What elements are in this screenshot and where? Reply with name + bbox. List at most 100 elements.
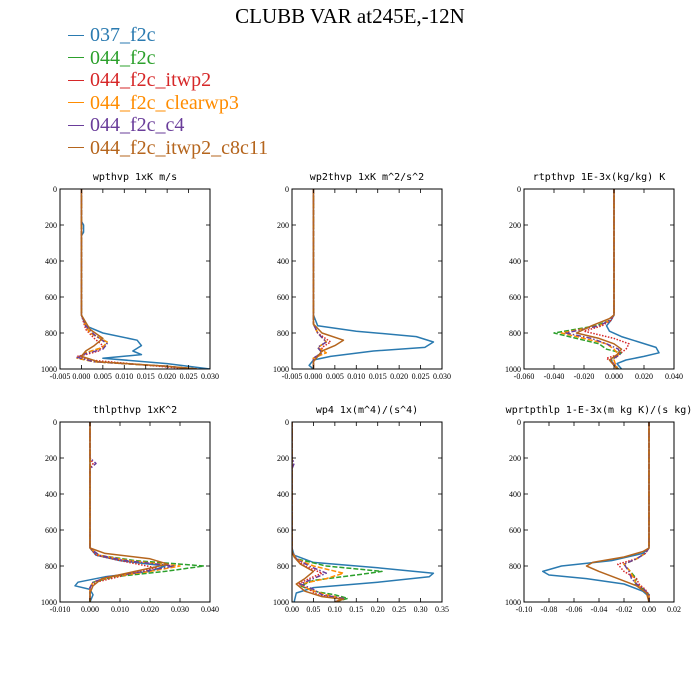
y-tick-label: 200 <box>277 221 289 230</box>
series-group <box>74 422 205 602</box>
legend-swatch <box>68 102 84 104</box>
series-line <box>292 422 345 602</box>
panel-title: thlpthvp 1xK^2 <box>93 405 177 416</box>
x-tick-label: 0.15 <box>349 605 363 614</box>
legend-label: 044_f2c_c4 <box>90 114 185 137</box>
y-tick-label: 200 <box>45 221 57 230</box>
legend-item: 044_f2c_c4 <box>68 114 268 137</box>
y-tick-label: 400 <box>509 257 521 266</box>
series-line <box>292 422 345 602</box>
y-tick-label: 0 <box>53 418 57 427</box>
series-line <box>565 189 621 369</box>
x-tick-label: 0.000 <box>81 605 99 614</box>
y-tick-label: 800 <box>45 329 57 338</box>
x-tick-label: 0.025 <box>180 372 198 381</box>
chart-panel: thlpthvp 1xK^2 -0.010 0.000 0.010 0.020 0.030… <box>41 405 219 614</box>
series-line <box>575 189 623 369</box>
series-line <box>542 422 650 602</box>
plot-frame <box>59 188 211 370</box>
x-tick-label: 0.005 <box>94 372 112 381</box>
series-group <box>542 422 650 602</box>
y-tick-label: 1000 <box>273 598 289 607</box>
series-line <box>312 189 328 369</box>
legend-label: 044_f2c_itwp2 <box>90 69 212 92</box>
series-line <box>89 422 205 602</box>
chart-panel: rtpthvp 1E-3x(kg/kg) K -0.060 -0.040 -0.020… <box>505 172 683 381</box>
chart-panel: wp4 1x(m^4)/(s^4) 0.00 0.05 0.10 0.15 0.20 0.2… <box>273 405 449 614</box>
y-tick-label: 400 <box>509 490 521 499</box>
x-tick-label: -0.010 <box>50 605 71 614</box>
legend-item: 044_f2c_itwp2 <box>68 69 268 92</box>
x-tick-label: 0.00 <box>285 605 299 614</box>
y-tick-label: 0 <box>517 418 521 427</box>
series-line <box>80 189 198 369</box>
series-line <box>623 422 650 602</box>
panel-title: wprtpthlp 1-E-3x(m kg K)/(s kg) <box>506 405 693 416</box>
series-line <box>76 189 198 369</box>
series-line <box>292 422 435 602</box>
chart-panel: wprtpthlp 1-E-3x(m kg K)/(s kg) -0.10 -0.0… <box>505 405 692 614</box>
series-group <box>76 189 210 369</box>
series-line <box>623 422 650 602</box>
y-tick-label: 600 <box>277 293 289 302</box>
y-tick-label: 1000 <box>505 598 521 607</box>
series-line <box>308 189 435 369</box>
x-tick-label: -0.08 <box>541 605 558 614</box>
plot-frame <box>291 421 443 603</box>
y-tick-label: 600 <box>509 293 521 302</box>
y-tick-label: 1000 <box>41 365 57 374</box>
series-line <box>585 422 650 602</box>
legend-item: 044_f2c <box>68 47 268 70</box>
x-tick-label: 0.015 <box>369 372 387 381</box>
y-tick-label: 1000 <box>505 365 521 374</box>
y-tick-label: 200 <box>509 221 521 230</box>
legend-swatch <box>68 34 84 36</box>
plot-frame <box>59 421 211 603</box>
legend-label: 037_f2c <box>90 24 156 47</box>
x-tick-label: -0.040 <box>544 372 565 381</box>
legend-label: 044_f2c_itwp2_c8c11 <box>90 136 269 159</box>
y-tick-label: 800 <box>509 329 521 338</box>
y-tick-label: 400 <box>45 257 57 266</box>
x-tick-label: 0.010 <box>347 372 365 381</box>
x-tick-label: -0.04 <box>591 605 608 614</box>
y-tick-label: 0 <box>285 418 289 427</box>
plot-frame <box>523 421 675 603</box>
x-tick-label: 0.02 <box>667 605 681 614</box>
series-group <box>553 189 660 369</box>
series-line <box>89 422 157 602</box>
y-tick-label: 200 <box>45 454 57 463</box>
panel-title: wp2thvp 1xK m^2/s^2 <box>310 172 424 183</box>
x-tick-label: -0.005 <box>50 372 71 381</box>
plot-frame <box>523 188 675 370</box>
x-tick-label: 0.000 <box>605 372 623 381</box>
x-tick-label: -0.005 <box>282 372 303 381</box>
x-tick-label: 0.020 <box>635 372 653 381</box>
x-tick-label: 0.040 <box>201 605 219 614</box>
legend-item: 037_f2c <box>68 24 268 47</box>
y-tick-label: 1000 <box>41 598 57 607</box>
x-tick-label: 0.020 <box>158 372 176 381</box>
series-line <box>292 422 345 602</box>
x-tick-label: 0.020 <box>141 605 159 614</box>
y-tick-label: 800 <box>277 329 289 338</box>
legend-swatch <box>68 124 84 126</box>
y-tick-label: 600 <box>45 293 57 302</box>
series-line <box>312 189 332 369</box>
series-line <box>292 422 383 602</box>
x-tick-label: 0.030 <box>171 605 189 614</box>
legend-swatch <box>68 57 84 59</box>
y-tick-label: 800 <box>45 562 57 571</box>
y-tick-label: 800 <box>509 562 521 571</box>
panel-title: wpthvp 1xK m/s <box>93 172 177 183</box>
panel-title: wp4 1x(m^4)/(s^4) <box>316 405 418 416</box>
series-line <box>583 189 630 369</box>
series-line <box>312 189 328 369</box>
series-line <box>89 422 169 602</box>
series-line <box>76 189 198 369</box>
series-group <box>308 189 435 369</box>
series-group <box>292 422 435 602</box>
x-tick-label: 0.040 <box>665 372 683 381</box>
series-line <box>623 422 650 602</box>
x-tick-label: 0.25 <box>392 605 406 614</box>
